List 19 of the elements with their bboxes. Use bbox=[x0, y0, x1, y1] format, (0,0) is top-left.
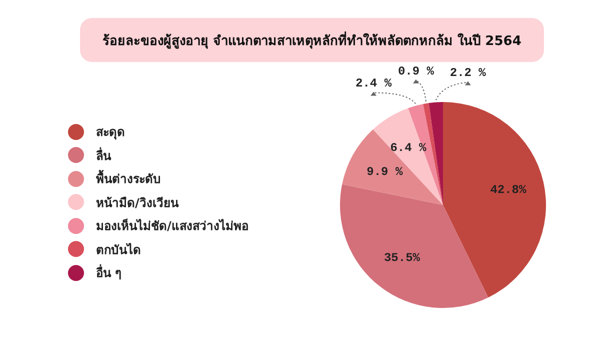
legend-label: มองเห็นไม่ชัด/แสงสว่างไม่พอ bbox=[96, 218, 248, 236]
data-label: 0.9 % bbox=[398, 64, 435, 78]
data-label: 42.8% bbox=[490, 182, 528, 197]
pie-slice bbox=[428, 102, 443, 205]
pie-slice bbox=[443, 102, 546, 298]
pie-slice bbox=[340, 184, 488, 308]
chart-title: ร้อยละของผู้สูงอายุ จำแนกตามสาเหตุหลักที่ทำให้พลัดตกหกล้ม ในปี 2564 bbox=[102, 30, 522, 50]
legend-label: ลื่น bbox=[96, 146, 111, 165]
data-label: 9.9 % bbox=[366, 165, 404, 180]
legend-label: หน้ามืด/วิงเวียน bbox=[96, 194, 178, 212]
data-label: 2.2 % bbox=[450, 66, 487, 80]
pie-slice bbox=[342, 129, 443, 205]
legend-label: พื้นต่างระดับ bbox=[96, 169, 161, 188]
legend-label: อื่น ๆ bbox=[96, 263, 122, 282]
data-label: 6.4 % bbox=[390, 140, 428, 155]
legend-label: สะดุด bbox=[96, 124, 125, 142]
data-label: 35.5% bbox=[384, 250, 421, 265]
data-label: 2.4 % bbox=[356, 76, 392, 91]
legend-label: ตกบันได bbox=[96, 242, 141, 259]
